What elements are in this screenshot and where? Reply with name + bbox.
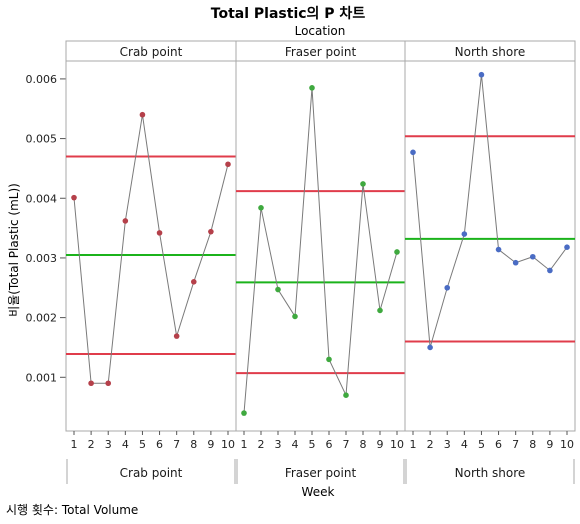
x-tick-label-0-1: 2 bbox=[88, 438, 95, 451]
group-bracket-2 bbox=[405, 459, 575, 484]
x-tick-label-1-9: 10 bbox=[390, 438, 404, 451]
x-tick-label-0-5: 6 bbox=[156, 438, 163, 451]
y-axis-label: 비율(Total Plastic (mL)) bbox=[7, 183, 21, 317]
data-point-2-4 bbox=[478, 71, 485, 78]
x-tick-label-1-0: 1 bbox=[241, 438, 248, 451]
series-line-2 bbox=[412, 74, 568, 348]
x-tick-label-1-3: 4 bbox=[292, 438, 299, 451]
x-tick-label-1-7: 8 bbox=[360, 438, 367, 451]
y-tick-label-5: 0.006 bbox=[26, 73, 58, 86]
group-label-2: North shore bbox=[455, 466, 526, 480]
group-label-0: Crab point bbox=[120, 466, 183, 480]
x-tick-label-1-1: 2 bbox=[258, 438, 265, 451]
panel-plot-frame-0 bbox=[65, 60, 237, 432]
x-tick-label-0-6: 7 bbox=[173, 438, 180, 451]
data-point-1-6 bbox=[343, 392, 349, 398]
data-point-1-2 bbox=[275, 286, 281, 293]
data-point-0-1 bbox=[88, 380, 94, 387]
series-line-1 bbox=[243, 87, 398, 414]
panel-plot-frame-2 bbox=[404, 60, 576, 432]
x-tick-label-2-2: 3 bbox=[444, 438, 451, 451]
data-point-1-4 bbox=[309, 85, 315, 91]
x-tick-label-0-3: 4 bbox=[122, 438, 129, 451]
data-point-0-0 bbox=[71, 194, 77, 201]
x-tick-label-1-4: 5 bbox=[309, 438, 316, 451]
data-point-1-1 bbox=[258, 205, 264, 211]
x-tick-label-1-6: 7 bbox=[343, 438, 350, 451]
panel-2: North shore 1 2 3 4 5 6 7 8 9 10 North shore bbox=[404, 40, 576, 484]
group-bracket-1 bbox=[236, 459, 405, 484]
data-point-2-7 bbox=[529, 253, 536, 260]
data-point-2-2 bbox=[444, 284, 451, 291]
group-axis-label: Location bbox=[295, 24, 346, 38]
data-point-0-8 bbox=[208, 228, 214, 235]
x-tick-label-2-3: 4 bbox=[461, 438, 468, 451]
x-tick-label-0-7: 8 bbox=[190, 438, 197, 451]
data-point-2-6 bbox=[512, 259, 519, 266]
x-tick-label-1-8: 9 bbox=[377, 438, 384, 451]
x-tick-label-0-9: 10 bbox=[221, 438, 235, 451]
data-point-0-5 bbox=[156, 230, 163, 236]
panel-header-label-0: Crab point bbox=[120, 45, 183, 59]
data-point-0-4 bbox=[139, 111, 146, 118]
data-point-2-5 bbox=[495, 246, 502, 253]
x-tick-label-2-1: 2 bbox=[427, 438, 434, 451]
y-tick-label-0: 0.001 bbox=[26, 371, 58, 384]
panel-1: Fraser point 1 2 3 4 5 6 7 8 9 10 Fraser point bbox=[235, 40, 406, 484]
x-tick-label-1-2: 3 bbox=[275, 438, 282, 451]
data-point-2-0 bbox=[410, 149, 416, 156]
panel-0: Crab point 1 2 3 4 5 6 7 8 9 10 Crab point bbox=[65, 40, 237, 484]
data-point-0-3 bbox=[122, 218, 129, 224]
x-axis-label: Week bbox=[302, 485, 335, 499]
y-tick-label-2: 0.003 bbox=[26, 252, 58, 265]
panel-header-label-2: North shore bbox=[455, 45, 526, 59]
y-tick-label-3: 0.004 bbox=[26, 192, 58, 205]
panel-header-label-1: Fraser point bbox=[285, 45, 357, 59]
y-axis: 0.001 0.002 0.003 0.004 0.005 0.006 bbox=[26, 73, 66, 384]
x-tick-label-2-8: 9 bbox=[546, 438, 553, 451]
data-point-1-3 bbox=[292, 313, 298, 320]
data-point-1-8 bbox=[377, 307, 383, 314]
data-point-1-0 bbox=[241, 410, 247, 416]
panel-plot-frame-1 bbox=[235, 60, 406, 432]
group-label-1: Fraser point bbox=[285, 466, 357, 480]
data-point-2-3 bbox=[461, 231, 468, 237]
series-line-0 bbox=[73, 114, 229, 384]
x-tick-label-0-2: 3 bbox=[105, 438, 112, 451]
x-tick-label-2-4: 5 bbox=[478, 438, 485, 451]
y-tick-label-1: 0.002 bbox=[26, 312, 58, 325]
x-tick-label-2-5: 6 bbox=[495, 438, 502, 451]
x-tick-label-0-4: 5 bbox=[139, 438, 146, 451]
x-tick-label-2-6: 7 bbox=[512, 438, 519, 451]
chart-title: Total Plastic의 P 차트 bbox=[211, 5, 366, 22]
x-tick-label-2-0: 1 bbox=[410, 438, 417, 451]
data-point-2-1 bbox=[427, 344, 433, 351]
data-point-0-7 bbox=[190, 279, 197, 285]
data-point-2-8 bbox=[547, 267, 553, 274]
x-tick-label-0-8: 9 bbox=[207, 438, 214, 451]
x-tick-label-2-9: 10 bbox=[560, 438, 574, 451]
x-tick-label-1-5: 6 bbox=[326, 438, 333, 451]
data-point-1-5 bbox=[326, 356, 332, 363]
data-point-1-9 bbox=[394, 249, 400, 255]
footnote: 시행 횟수: Total Volume bbox=[6, 502, 138, 517]
data-point-0-9 bbox=[225, 161, 231, 168]
data-point-0-6 bbox=[173, 333, 180, 339]
group-bracket-0 bbox=[66, 459, 236, 484]
data-point-0-2 bbox=[105, 380, 112, 387]
x-tick-label-0-0: 1 bbox=[71, 438, 78, 451]
data-point-2-9 bbox=[564, 244, 570, 250]
x-tick-label-2-7: 8 bbox=[529, 438, 536, 451]
data-point-1-7 bbox=[360, 181, 366, 187]
y-tick-label-4: 0.005 bbox=[26, 133, 58, 146]
